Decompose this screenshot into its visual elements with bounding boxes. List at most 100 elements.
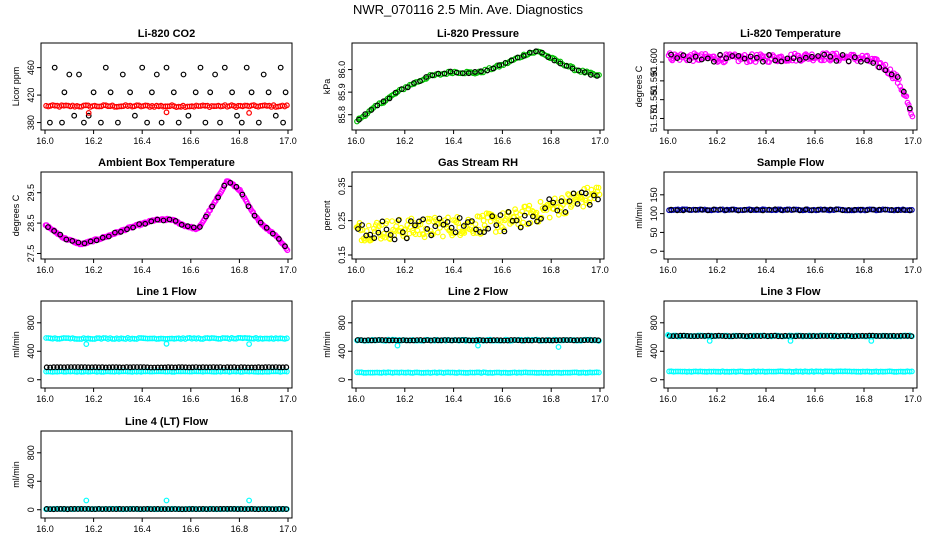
- data-point: [581, 69, 588, 75]
- data-point: [78, 506, 85, 512]
- data-point: [508, 57, 515, 64]
- data-point: [760, 207, 766, 214]
- data-point: [771, 332, 778, 339]
- x-tick-label: 16.6: [494, 265, 512, 275]
- data-point: [802, 54, 809, 61]
- data-point: [90, 89, 97, 96]
- data-point: [251, 212, 258, 219]
- data-point: [496, 62, 503, 69]
- data-point: [83, 341, 90, 348]
- data-point: [238, 506, 245, 512]
- data-point: [190, 224, 197, 231]
- data-point: [114, 119, 121, 126]
- data-series: [356, 48, 600, 123]
- data-point: [584, 337, 591, 343]
- y-tick-label: 85.8: [337, 106, 347, 124]
- data-point: [845, 206, 852, 213]
- data-point: [845, 58, 852, 65]
- y-tick-label: 420: [26, 88, 36, 103]
- data-point: [839, 207, 846, 214]
- data-point: [212, 71, 219, 78]
- data-point: [379, 337, 386, 343]
- data-point: [382, 337, 389, 344]
- data-point: [130, 224, 137, 231]
- data-point: [386, 337, 393, 344]
- data-point: [570, 190, 577, 197]
- data-point: [862, 333, 869, 339]
- data-point: [68, 506, 74, 512]
- data-point: [424, 337, 431, 344]
- data-point: [435, 70, 442, 77]
- data-point: [560, 337, 567, 343]
- data-point: [107, 89, 114, 96]
- data-point: [490, 65, 497, 72]
- data-point: [501, 228, 508, 235]
- panel-7: Line 1 Flow 16.0 16.2 16.4 16.6 16.8 17.0 0 400 8…: [11, 286, 297, 404]
- data-point: [147, 364, 154, 371]
- data-point: [203, 364, 210, 371]
- data-point: [684, 333, 691, 339]
- data-point: [383, 226, 390, 233]
- data-point: [359, 222, 366, 228]
- data-point: [83, 497, 90, 504]
- data-point: [674, 207, 681, 214]
- data-point: [389, 218, 396, 225]
- y-tick-label: 380: [26, 115, 36, 130]
- data-point: [690, 58, 696, 64]
- data-point: [897, 332, 904, 339]
- data-point: [569, 65, 576, 72]
- data-series: [47, 64, 289, 126]
- data-point: [677, 332, 684, 339]
- data-point: [909, 368, 915, 375]
- data-point: [497, 337, 504, 344]
- data-point: [54, 506, 61, 512]
- data-point: [452, 229, 459, 236]
- y-tick-label: 100: [649, 206, 659, 221]
- plot-frame: [40, 171, 293, 260]
- data-point: [365, 222, 372, 229]
- data-point: [246, 497, 253, 504]
- data-point: [480, 337, 487, 344]
- data-point: [113, 506, 120, 513]
- data-point: [137, 364, 144, 371]
- data-point: [75, 506, 81, 512]
- data-point: [475, 342, 481, 349]
- data-point: [502, 60, 509, 66]
- data-point: [587, 71, 594, 78]
- data-point: [116, 506, 123, 512]
- data-point: [272, 506, 279, 513]
- data-point: [827, 206, 834, 213]
- data-series: [43, 102, 290, 110]
- data-point: [778, 58, 785, 65]
- x-tick-label: 16.0: [36, 265, 54, 275]
- y-tick-label: 460: [26, 60, 36, 75]
- data-point: [426, 215, 433, 222]
- x-tick-label: 16.0: [36, 524, 54, 534]
- x-tick-label: 16.8: [542, 394, 560, 404]
- data-series: [354, 369, 602, 376]
- y-tick-label: 800: [26, 315, 36, 330]
- data-point: [154, 216, 161, 223]
- data-point: [47, 119, 53, 126]
- data-point: [864, 57, 870, 64]
- data-point: [130, 506, 137, 512]
- data-point: [575, 67, 582, 74]
- data-point: [206, 364, 213, 371]
- data-point: [47, 506, 54, 513]
- data-point: [417, 337, 424, 343]
- data-point: [284, 247, 291, 254]
- data-point: [234, 112, 240, 119]
- data-point: [484, 67, 491, 74]
- data-point: [87, 238, 94, 245]
- y-tick-label: 51.590: [649, 67, 659, 95]
- x-tick-label: 17.0: [591, 394, 609, 404]
- data-point: [452, 337, 459, 344]
- data-point: [533, 209, 540, 216]
- x-tick-label: 16.4: [133, 265, 151, 275]
- y-axis-label: Licor ppm: [11, 67, 21, 107]
- data-point: [476, 213, 483, 220]
- data-point: [414, 337, 420, 344]
- x-tick-label: 16.0: [659, 394, 677, 404]
- data-point: [63, 236, 70, 243]
- data-point: [545, 54, 552, 61]
